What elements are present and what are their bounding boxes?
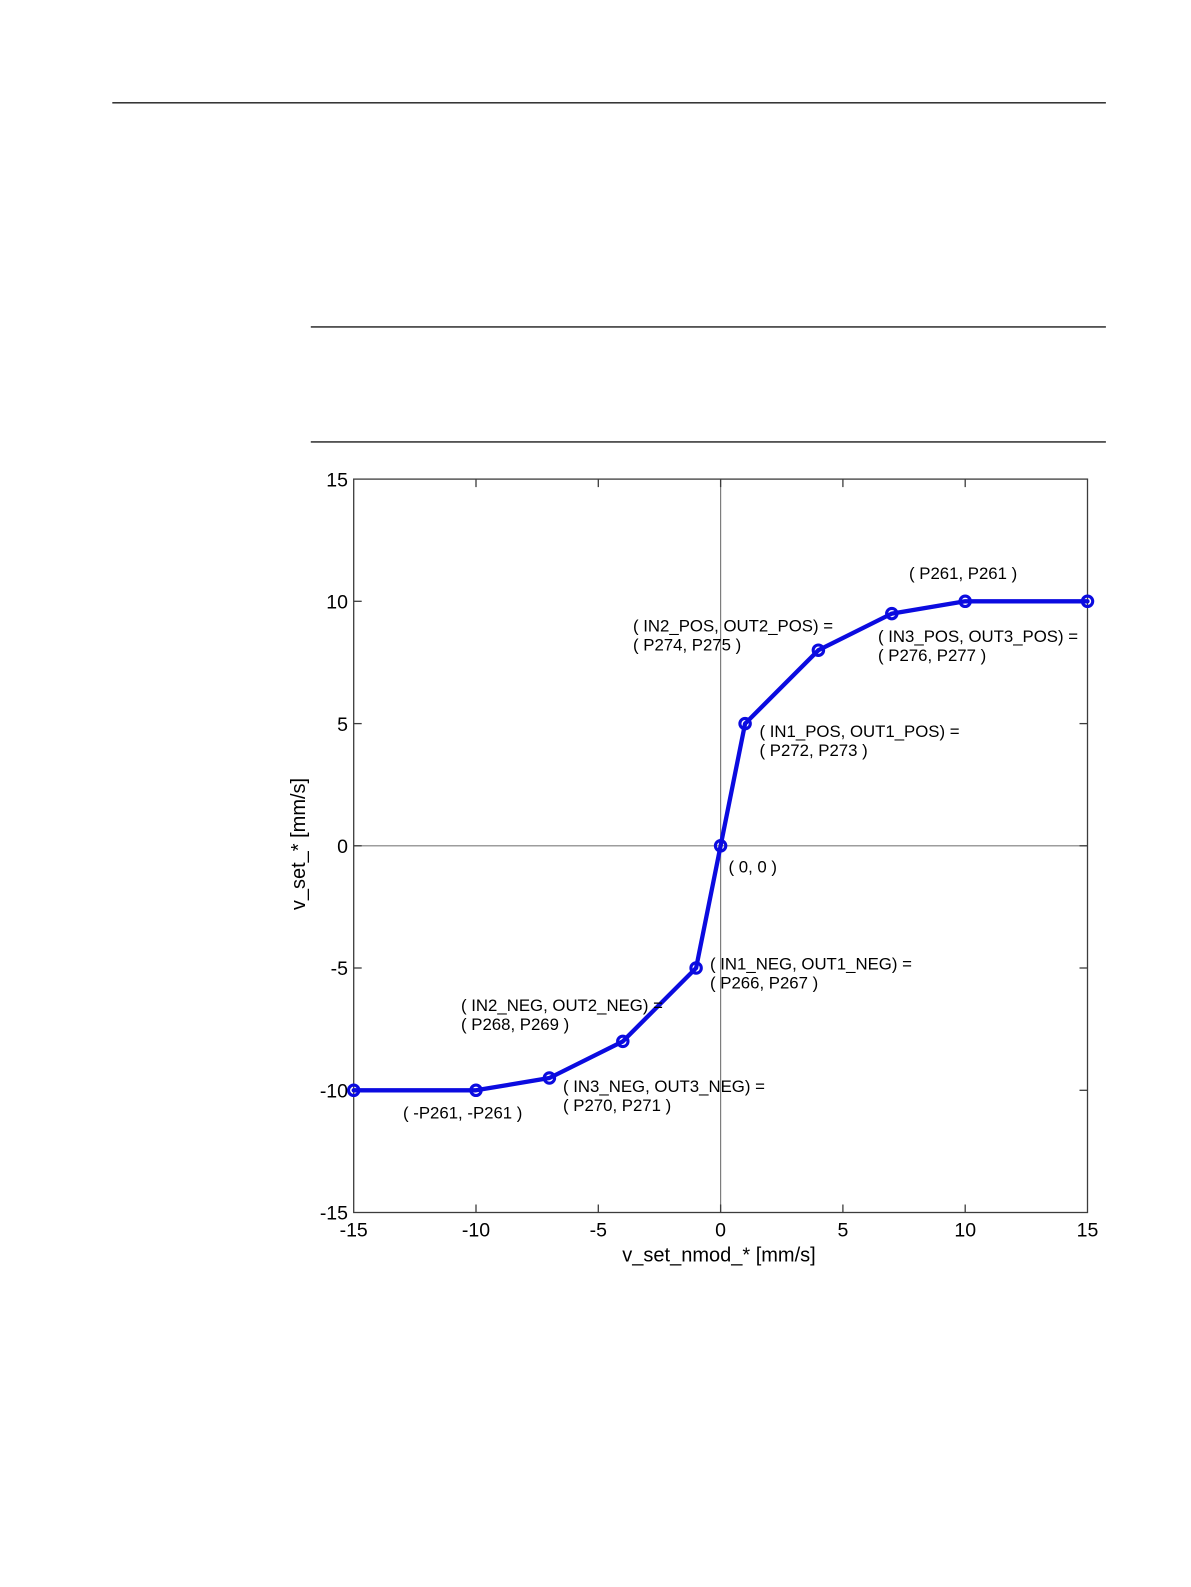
svg-text:( IN2_POS, OUT2_POS) =: ( IN2_POS, OUT2_POS) = — [633, 617, 833, 636]
svg-text:( P276, P277 ): ( P276, P277 ) — [878, 646, 986, 665]
svg-text:-5: -5 — [590, 1220, 607, 1242]
svg-text:-15: -15 — [320, 1203, 348, 1225]
svg-text:( P268, P269 ): ( P268, P269 ) — [461, 1015, 569, 1034]
svg-text:( IN1_NEG, OUT1_NEG) =: ( IN1_NEG, OUT1_NEG) = — [710, 955, 912, 974]
svg-text:( IN1_POS, OUT1_POS) =: ( IN1_POS, OUT1_POS) = — [760, 722, 960, 741]
svg-text:15: 15 — [326, 469, 348, 491]
svg-text:15: 15 — [1077, 1220, 1099, 1242]
svg-text:v_set_* [mm/s]: v_set_* [mm/s] — [288, 778, 310, 910]
svg-text:( IN2_NEG, OUT2_NEG) =: ( IN2_NEG, OUT2_NEG) = — [461, 996, 663, 1015]
svg-text:0: 0 — [337, 836, 348, 858]
svg-text:( P274, P275 ): ( P274, P275 ) — [633, 636, 741, 655]
svg-text:5: 5 — [837, 1220, 848, 1242]
svg-text:-15: -15 — [340, 1220, 368, 1242]
svg-text:( P272, P273 ): ( P272, P273 ) — [760, 741, 868, 760]
svg-text:( P261, P261 ): ( P261, P261 ) — [909, 564, 1017, 583]
svg-text:( P266, P267 ): ( P266, P267 ) — [710, 974, 818, 993]
svg-text:10: 10 — [954, 1220, 976, 1242]
svg-text:10: 10 — [326, 592, 348, 614]
svg-text:( IN3_NEG, OUT3_NEG) =: ( IN3_NEG, OUT3_NEG) = — [563, 1077, 765, 1096]
svg-text:0: 0 — [715, 1220, 726, 1242]
svg-text:( 0, 0 ): ( 0, 0 ) — [729, 857, 778, 876]
svg-text:-10: -10 — [320, 1081, 348, 1103]
svg-text:( -P261, -P261 ): ( -P261, -P261 ) — [403, 1103, 522, 1122]
svg-text:-5: -5 — [331, 958, 348, 980]
svg-text:( IN3_POS, OUT3_POS) =: ( IN3_POS, OUT3_POS) = — [878, 627, 1078, 646]
svg-text:-10: -10 — [462, 1220, 490, 1242]
svg-text:5: 5 — [337, 714, 348, 736]
svg-text:v_set_nmod_* [mm/s]: v_set_nmod_* [mm/s] — [622, 1245, 815, 1267]
svg-text:( P270, P271 ): ( P270, P271 ) — [563, 1096, 671, 1115]
